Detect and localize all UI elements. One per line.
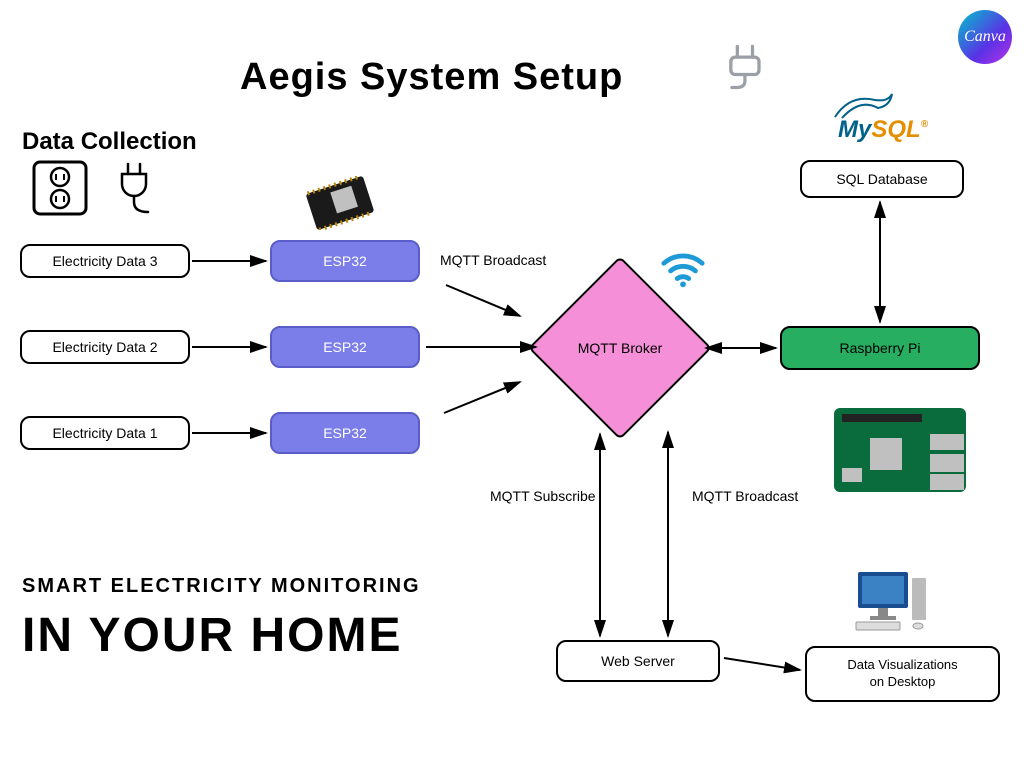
arrow-esp3-broker [446,285,520,316]
arrow-web-viz [724,658,800,670]
mysql-dolphin-icon [830,92,900,127]
arrow-esp1-broker [444,382,520,413]
